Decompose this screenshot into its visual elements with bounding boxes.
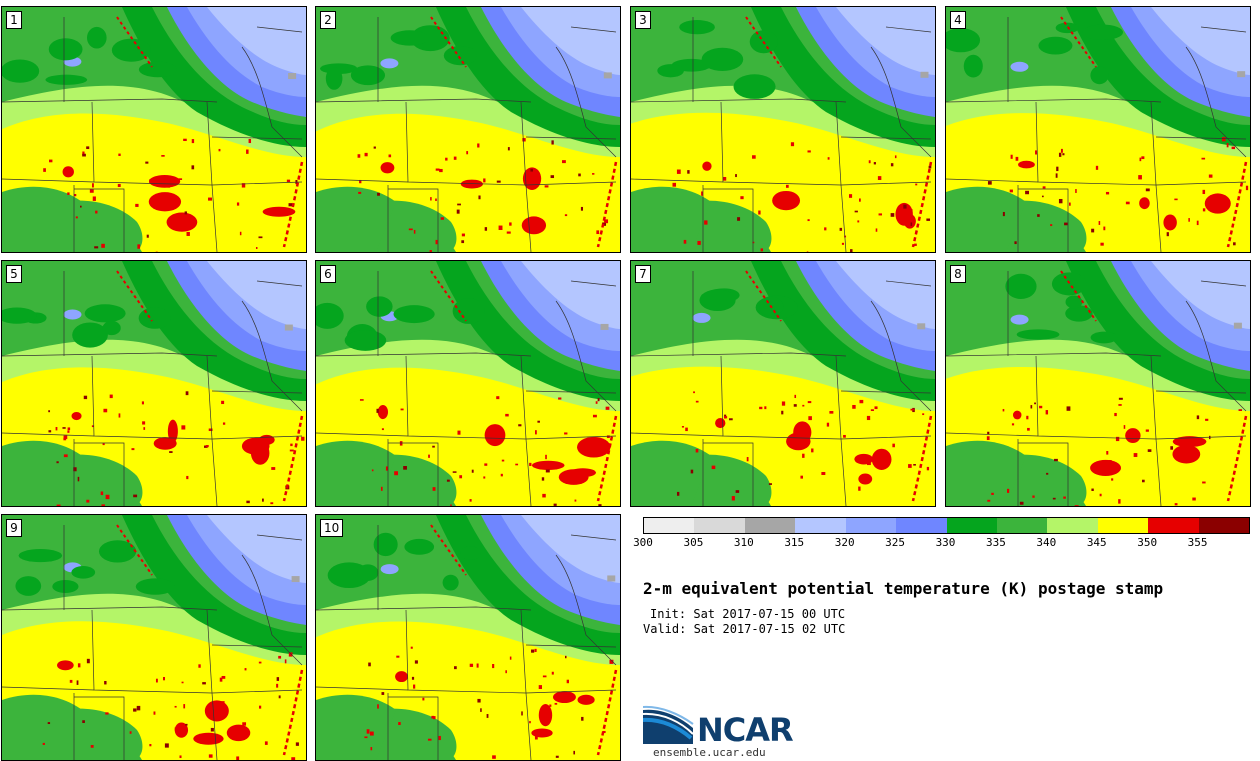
colorbar-tick-label: 305 [683, 536, 704, 549]
colorbar-swatch [1198, 518, 1250, 533]
colorbar-tick-label: 315 [784, 536, 805, 549]
valid-time: Valid: Sat 2017-07-15 02 UTC [643, 622, 846, 636]
colorbar-tick-label: 320 [834, 536, 855, 549]
stamp-panel-4: 4 [945, 6, 1251, 253]
stamp-label: 7 [635, 265, 651, 283]
logo-text: NCAR [697, 711, 794, 749]
website-url: ensemble.ucar.edu [653, 746, 766, 759]
colorbar-swatch [996, 518, 1048, 533]
figure-title: 2-m equivalent potential temperature (K)… [643, 579, 1164, 598]
colorbar-swatch [694, 518, 745, 533]
colorbar-tick-label: 345 [1086, 536, 1107, 549]
colorbar-tick-label: 350 [1137, 536, 1158, 549]
colorbar-tick-label: 325 [885, 536, 906, 549]
stamp-panel-6: 6 [315, 260, 621, 507]
stamp-label: 3 [635, 11, 651, 29]
ncar-logo-icon [643, 705, 694, 744]
stamp-label: 2 [320, 11, 336, 29]
colorbar-tick-label: 330 [935, 536, 956, 549]
colorbar-tick-label: 355 [1187, 536, 1208, 549]
colorbar-swatch [1047, 518, 1098, 533]
stamp-panel-8: 8 [945, 260, 1251, 507]
stamp-label: 1 [6, 11, 22, 29]
colorbar-tick-label: 340 [1036, 536, 1057, 549]
colorbar-swatch [946, 518, 997, 533]
stamp-panel-1: 1 [1, 6, 307, 253]
stamp-label: 10 [320, 519, 344, 537]
stamp-label: 9 [6, 519, 22, 537]
stamp-panel-9: 9 [1, 514, 307, 761]
stamp-panel-7: 7 [630, 260, 936, 507]
colorbar-swatch [896, 518, 947, 533]
colorbar-swatch [1097, 518, 1149, 533]
init-time: Init: Sat 2017-07-15 00 UTC [650, 607, 846, 621]
colorbar-swatch [1148, 518, 1199, 533]
stamp-label: 8 [950, 265, 966, 283]
colorbar-tick-label: 310 [733, 536, 754, 549]
stamp-panel-2: 2 [315, 6, 621, 253]
colorbar-swatch [845, 518, 897, 533]
colorbar [643, 517, 1250, 534]
colorbar-swatch [644, 518, 695, 533]
colorbar-swatch [795, 518, 846, 533]
stamp-label: 5 [6, 265, 22, 283]
stamp-label: 4 [950, 11, 966, 29]
colorbar-swatch [744, 518, 796, 533]
stamp-panel-10: 10 [315, 514, 621, 761]
colorbar-tick-label: 300 [633, 536, 653, 549]
stamp-label: 6 [320, 265, 336, 283]
colorbar-tick-label: 335 [985, 536, 1006, 549]
stamp-panel-3: 3 [630, 6, 936, 253]
stamp-panel-5: 5 [1, 260, 307, 507]
